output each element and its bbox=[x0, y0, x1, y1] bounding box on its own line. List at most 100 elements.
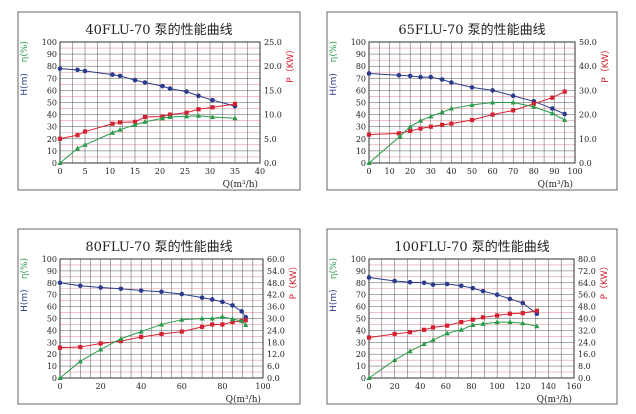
y-right-tick-label: 30.0 bbox=[579, 86, 597, 95]
data-point-P bbox=[57, 345, 63, 350]
x-tick-label: 10 bbox=[105, 167, 115, 176]
data-point-P bbox=[507, 311, 513, 316]
data-point-eta bbox=[232, 115, 238, 121]
plot-area bbox=[368, 258, 575, 379]
data-point-P bbox=[421, 327, 427, 332]
y-left-tick-label: 60 bbox=[356, 86, 366, 95]
data-point-P bbox=[142, 114, 148, 120]
x-tick-label: 15 bbox=[130, 167, 140, 176]
data-point-P bbox=[534, 308, 539, 313]
chart-frame bbox=[326, 228, 618, 405]
data-point-eta bbox=[407, 348, 413, 354]
y-right-tick-label: 80.0 bbox=[578, 255, 596, 264]
data-point-H bbox=[396, 72, 402, 78]
data-point-H bbox=[132, 77, 138, 83]
data-point-H bbox=[470, 285, 476, 291]
x-tick-label: 100 bbox=[255, 382, 270, 391]
x-tick-label: 40 bbox=[255, 167, 265, 176]
y-left-tick-label: 20 bbox=[356, 350, 366, 359]
y-left-tick-label: 30 bbox=[47, 338, 57, 347]
data-point-P bbox=[184, 110, 189, 115]
chart-title: 100FLU-70 泵的性能曲线 bbox=[394, 239, 550, 255]
x-tick-label: 100 bbox=[567, 167, 582, 176]
data-point-eta bbox=[82, 142, 88, 147]
data-point-eta bbox=[98, 346, 104, 352]
data-point-eta bbox=[57, 160, 63, 165]
data-point-P bbox=[562, 89, 567, 94]
y-right-tick-label: 25.0 bbox=[264, 38, 282, 47]
y-right-tick-label: 0.0 bbox=[267, 374, 280, 383]
y-left-tick-label: 50 bbox=[356, 99, 366, 108]
data-point-H bbox=[562, 111, 567, 117]
data-point-H bbox=[167, 86, 173, 91]
y-left-tick-label: 50 bbox=[356, 315, 366, 324]
x-tick-label: 60 bbox=[488, 167, 498, 176]
y-left-tick-label: 80 bbox=[47, 62, 57, 71]
data-point-eta bbox=[57, 375, 63, 380]
data-point-H bbox=[209, 297, 215, 302]
y-right-tick-label: 0.0 bbox=[264, 159, 277, 168]
y-left-tick-label: 60 bbox=[47, 303, 57, 312]
data-point-eta bbox=[159, 115, 166, 121]
y-left-tick-label: 40 bbox=[47, 111, 57, 120]
data-point-P bbox=[132, 119, 138, 124]
x-axis-label: Q(m³/h) bbox=[537, 394, 572, 405]
data-point-P bbox=[200, 324, 205, 329]
plot-area bbox=[368, 41, 576, 164]
chart-2: 65FLU-70 泵的性能曲线01020304050607080901000.0… bbox=[326, 11, 618, 191]
y-right-tick-label: 56.0 bbox=[578, 291, 596, 300]
x-axis-label: Q(m³/h) bbox=[538, 179, 573, 190]
y-right-tick-label: 40.0 bbox=[579, 62, 597, 71]
data-point-eta bbox=[417, 117, 424, 123]
data-point-P bbox=[232, 101, 238, 107]
data-point-P bbox=[230, 319, 235, 325]
data-point-P bbox=[392, 331, 397, 337]
data-point-H bbox=[78, 283, 83, 289]
x-tick-label: 50 bbox=[467, 167, 477, 176]
data-point-H bbox=[510, 93, 516, 99]
data-point-P bbox=[210, 322, 215, 327]
y-left-tick-label: 70 bbox=[356, 74, 366, 83]
data-point-H bbox=[110, 72, 115, 77]
x-tick-label: 160 bbox=[566, 382, 581, 391]
data-point-P bbox=[440, 122, 445, 127]
y-left-tick-label: 40 bbox=[356, 111, 366, 120]
data-point-H bbox=[421, 280, 427, 286]
y-axis-label-eta: η(%) bbox=[20, 41, 30, 62]
data-point-eta bbox=[562, 117, 568, 123]
y-right-tick-label: 10.0 bbox=[264, 111, 282, 120]
y-axis-label-P: P（KW） bbox=[599, 261, 610, 299]
y-axis-label-H: H(m) bbox=[20, 73, 30, 96]
y-right-tick-label: 54.0 bbox=[267, 267, 285, 276]
y-right-tick-label: 30.0 bbox=[267, 315, 285, 324]
y-left-tick-label: 70 bbox=[356, 291, 366, 300]
y-right-tick-label: 42.0 bbox=[267, 291, 285, 300]
data-point-H bbox=[239, 309, 244, 314]
data-point-H bbox=[520, 300, 526, 306]
data-point-H bbox=[490, 88, 495, 93]
data-point-H bbox=[142, 80, 148, 85]
data-point-P bbox=[407, 330, 413, 335]
data-point-eta bbox=[209, 315, 215, 321]
chart-1: 40FLU-70 泵的性能曲线01020304050607080901000.0… bbox=[17, 11, 301, 191]
data-point-eta bbox=[439, 109, 445, 115]
data-point-P bbox=[366, 132, 372, 137]
data-point-H bbox=[82, 68, 88, 74]
y-right-tick-label: 20.0 bbox=[264, 62, 282, 71]
data-point-eta bbox=[118, 335, 124, 341]
data-point-H bbox=[159, 289, 164, 295]
data-point-eta bbox=[510, 99, 516, 105]
data-point-eta bbox=[490, 99, 496, 105]
data-point-P bbox=[418, 126, 423, 131]
y-right-tick-label: 48.0 bbox=[267, 279, 285, 288]
data-point-eta bbox=[430, 337, 436, 342]
y-left-tick-label: 100 bbox=[42, 38, 57, 47]
data-point-P bbox=[511, 108, 516, 113]
y-right-tick-label: 20.0 bbox=[579, 111, 597, 120]
x-tick-label: 60 bbox=[177, 382, 187, 391]
data-point-P bbox=[220, 322, 225, 327]
x-tick-label: 0 bbox=[57, 382, 62, 391]
y-right-tick-label: 6.0 bbox=[267, 362, 280, 371]
x-tick-label: 10 bbox=[385, 167, 395, 176]
y-left-tick-label: 10 bbox=[356, 362, 366, 371]
